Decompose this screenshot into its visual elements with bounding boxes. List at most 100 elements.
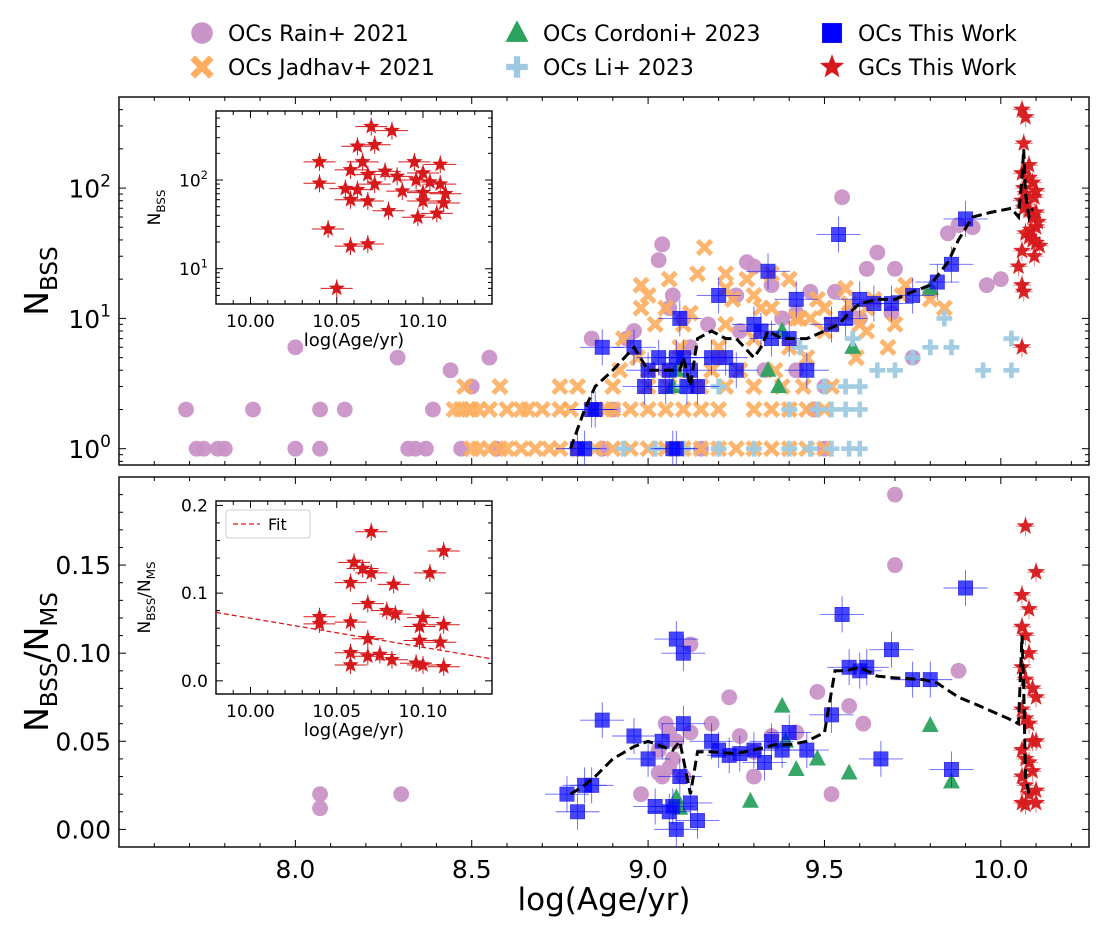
bottom-point-square [675,716,691,732]
bottom-point-square [884,642,899,658]
top-inset-point-star [435,194,452,210]
bottom-point-square [559,786,575,802]
bottom-point-star [1027,687,1045,705]
top-point-circle [827,283,843,300]
top-point-plus [975,362,992,379]
top-point-circle [650,252,667,269]
top-point-x [801,309,819,327]
bottom-x-tick-label: 10.0 [973,855,1029,884]
top-point-plus [1003,362,1020,379]
legend: OCs Rain+ 2021 OCs Cordoni+ 2023 OCs This … [190,20,1017,81]
bottom-point-circle [633,786,649,803]
legend-marker-square [821,22,843,44]
top-inset-point-star [383,122,401,138]
top-running-median-line [569,148,1034,450]
bottom-point-circle [650,765,667,781]
top-point-x [780,270,798,288]
top-inset-point-star [311,153,328,169]
bottom-inset-fit-line [216,611,492,660]
x-axis-label: log(Age/yr) [518,882,691,918]
top-point-square [718,350,734,366]
bottom-inset-point-star [363,564,380,580]
bottom-y-axis-label: NBSS/NMS [17,592,63,732]
top-inset-point-star [414,164,432,180]
bottom-inset-y-axis-label-part: /N [135,579,155,597]
top-y-tick-exponent: 2 [100,171,111,191]
bottom-inset-point-star [435,658,452,674]
bottom-panel-ratio: 8.0 8.5 9.0 9.5 10.00.000.050.100.15NBSS/NMS… [17,476,1090,918]
top-inset-point-star [342,161,359,177]
top-point-star [1016,107,1035,125]
bottom-inset-point-star [411,617,428,634]
top-series-x [445,238,953,458]
bottom-point-triangle [808,749,826,766]
bottom-inset-point-star [342,644,359,660]
bottom-y-axis-label-part: /N [17,627,56,663]
bottom-inset-y-axis-label-part: MS [144,561,158,579]
top-point-x [604,440,622,458]
top-inset-point-star [437,185,454,201]
top-inset-point-star [342,191,359,207]
top-point-star [1027,203,1045,221]
bottom-point-square [668,821,684,837]
bottom-y-tick-label: 0.00 [55,815,111,844]
bottom-point-triangle [840,763,858,780]
top-point-circle [425,401,441,418]
top-point-star [1030,236,1049,254]
bottom-y-tick-label: 0.15 [55,551,111,580]
legend-label: GCs This Work [858,56,1017,81]
bottom-point-star [1020,599,1038,617]
legend-item: GCs This Work [819,54,1017,81]
top-point-star [1021,220,1040,238]
top-point-circle [654,236,671,253]
top-point-square [668,441,684,457]
legend-marker-star [819,54,845,78]
top-y-tick-label: 100 [68,432,111,464]
top-point-circle [245,401,261,418]
top-point-square [958,211,973,227]
bottom-inset-point-star [359,630,376,646]
bottom-y-tick-label: 0.05 [55,727,111,756]
top-point-plus [745,440,762,457]
top-point-x [935,299,953,317]
top-point-x [837,279,855,297]
top-point-x [657,299,675,317]
top-point-x [639,286,657,305]
top-point-x [551,377,569,396]
top-point-x [519,400,537,419]
top-point-plus [823,440,840,457]
top-point-x [815,299,834,317]
bottom-point-circle [312,786,328,803]
legend-label: OCs Jadhav+ 2021 [228,56,435,81]
bottom-point-star [1027,781,1045,799]
top-point-star [1020,168,1038,186]
bottom-point-triangle [921,716,939,732]
bottom-inset-y-tick-label: 0.0 [181,672,208,692]
bottom-inset-y-axis-label: NBSS/NMS [135,561,158,633]
bottom-inset-point-star [411,631,428,648]
bottom-point-star [1016,670,1035,688]
bottom-point-square [570,804,585,820]
top-point-x [762,400,781,419]
legend-label: OCs Rain+ 2021 [228,22,409,47]
bottom-series-triangle [667,696,960,815]
top-inset-y-axis-label: NBSS [145,190,168,226]
top-point-x [695,238,714,257]
top-point-x [879,338,897,356]
top-point-plus [802,440,819,457]
top-y-axis-label: NBSS [17,246,63,315]
bottom-point-square [682,795,698,811]
top-point-star [1028,212,1047,230]
bottom-point-circle [950,662,967,679]
top-point-circle [978,277,995,294]
top-point-star [1027,181,1045,199]
bottom-point-circle [887,486,903,503]
top-point-x [738,270,756,288]
top-inset-point-star [380,202,397,218]
top-plot-area [178,99,1049,465]
top-point-star [1020,227,1038,245]
bottom-plot-area [312,486,1046,847]
top-point-plus [844,330,861,347]
